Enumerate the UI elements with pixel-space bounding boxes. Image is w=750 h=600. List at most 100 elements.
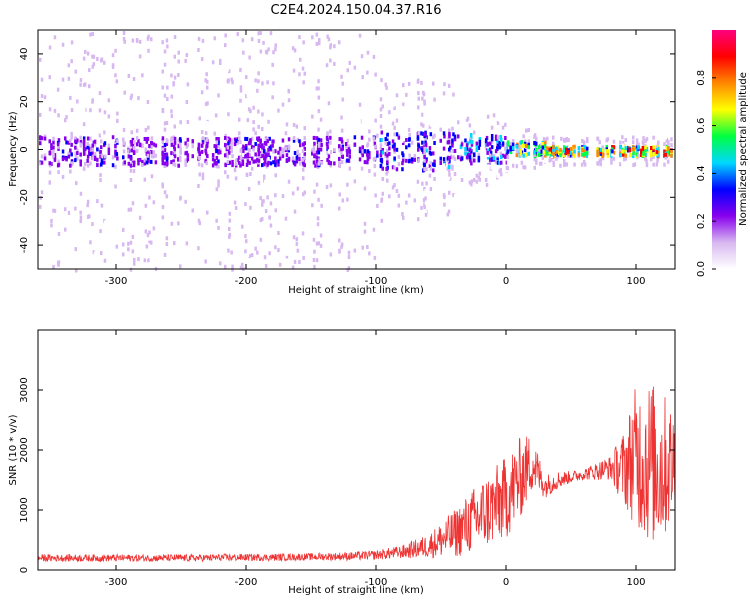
spectrogram-cell: [291, 46, 295, 51]
spectrogram-cell: [247, 141, 251, 146]
spectrogram-cell: [257, 162, 260, 167]
spectrogram-cell: [91, 54, 94, 59]
spectrogram-cell: [519, 140, 522, 145]
snr-frame: [37, 329, 676, 571]
spectrogram-cell: [179, 155, 182, 160]
spectrogram-cell: [257, 136, 261, 141]
spectrogram-cell: [137, 257, 140, 262]
spectrogram-cell: [284, 216, 288, 221]
spectrogram-cell: [146, 233, 150, 238]
spectrogram-cell: [226, 79, 230, 84]
spectrogram-cell: [457, 134, 460, 139]
spectrogram-cell: [197, 147, 201, 152]
spectrogram-cell: [490, 139, 494, 144]
spectrogram-cell: [74, 158, 77, 163]
spectrogram-cell: [215, 137, 218, 141]
spectrogram-cell: [173, 75, 177, 80]
spectrogram-cell: [215, 126, 219, 131]
spectrogram-cell: [538, 145, 541, 150]
spectrogram-cell: [468, 155, 472, 160]
spectrogram-cell: [374, 144, 377, 149]
spectrogram-cell: [184, 199, 187, 204]
spectrogram-cell: [358, 102, 362, 107]
spectrogram-cell: [366, 142, 370, 147]
spectrogram-cell: [667, 146, 670, 151]
spectrogram-cell: [433, 97, 436, 102]
spectrogram-cell: [161, 152, 164, 156]
spectrogram-cell: [318, 38, 321, 42]
spectrogram-cell: [470, 135, 473, 140]
spectrogram-cell: [215, 140, 219, 145]
spectrogram-cell: [114, 164, 117, 169]
spectrogram-cell: [170, 160, 173, 165]
spectrogram-cell: [70, 108, 74, 113]
spectrogram-cell: [122, 155, 125, 160]
spectrogram-cell: [219, 261, 222, 266]
spectrogram-cell: [556, 152, 559, 157]
spectrogram-cell: [261, 150, 264, 155]
spectrogram-cell: [217, 265, 220, 269]
spectrogram-cell: [238, 117, 241, 122]
spectrogram-cell: [338, 159, 341, 163]
spectrogram-cell: [170, 73, 173, 78]
spectrogram-cell: [565, 138, 568, 143]
spectrogram-cell: [361, 145, 364, 150]
spectrogram-cell: [402, 215, 405, 220]
spectrogram-cell: [347, 158, 351, 163]
spectrogram-cell: [264, 49, 268, 54]
spectrogram-cell: [129, 178, 133, 182]
spectrogram-cell: [57, 113, 60, 118]
spectrogram-cell: [230, 77, 233, 82]
spectrogram-cell: [425, 181, 428, 186]
spectrogram-cell: [132, 169, 136, 174]
spectrogram-cell: [272, 160, 275, 165]
spectrogram-cell: [552, 163, 556, 167]
spectrogram-cell: [236, 158, 239, 163]
spectrogram-cell: [346, 68, 349, 73]
spectrogram-cell: [606, 137, 610, 142]
spectrogram-cell: [170, 242, 173, 247]
spectrogram-cell: [652, 152, 655, 157]
spectrogram-cell: [56, 87, 60, 92]
spectrogram-cell: [373, 255, 377, 260]
spectrogram-cell: [317, 197, 320, 202]
spectrogram-cell: [98, 133, 102, 138]
spectrogram-cell: [70, 142, 73, 147]
spectrogram-cell: [374, 118, 377, 123]
spectrogram-cell: [402, 153, 405, 158]
spectrogram-cell: [257, 180, 261, 185]
spectrogram-cell: [452, 92, 455, 97]
spectrogram-cell: [498, 145, 501, 150]
spectrogram-cell: [315, 159, 319, 164]
spectrogram-cell: [291, 265, 295, 270]
spectrogram-cell: [261, 199, 264, 204]
spectrogram-cell: [368, 151, 371, 155]
x-tick-label: -100: [365, 276, 388, 287]
spectrogram-cell: [281, 194, 285, 199]
spectrogram-cell: [642, 136, 645, 141]
spectrogram-cell: [287, 98, 291, 103]
spectrogram-cell: [225, 224, 229, 229]
spectrogram-cell: [449, 150, 452, 155]
spectrogram-cell: [329, 183, 333, 188]
spectrogram-cell: [599, 151, 602, 156]
spectrogram-cell: [86, 163, 90, 168]
spectrogram-cell: [478, 142, 482, 147]
spectrogram-cell: [261, 202, 264, 207]
spectrogram-cell: [89, 161, 92, 166]
spectrogram-cell: [154, 153, 158, 158]
spectrogram-cell: [205, 72, 208, 77]
spectrogram-cell: [152, 150, 156, 155]
spectrogram-cell: [245, 94, 248, 99]
spectrogram-cell: [163, 49, 167, 54]
spectrogram-cell: [381, 104, 384, 109]
spectrogram-cell: [428, 124, 432, 129]
spectrogram-cell: [82, 151, 86, 156]
spectrogram-cell: [492, 154, 496, 158]
spectrogram-cell: [123, 248, 126, 253]
spectrogram-cell: [315, 155, 319, 160]
spectrogram-cell: [86, 51, 90, 56]
spectrogram-cell: [388, 151, 391, 156]
spectrogram-cell: [143, 167, 147, 171]
spectrogram-cell: [640, 149, 643, 154]
